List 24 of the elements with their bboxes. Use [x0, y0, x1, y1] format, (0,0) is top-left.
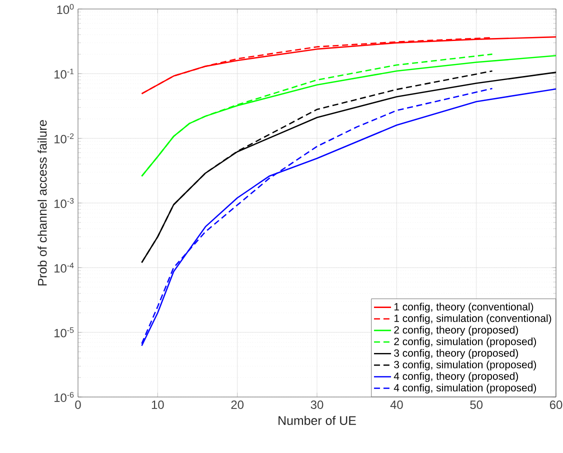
legend-label: 4 config, simulation (proposed): [394, 384, 536, 394]
x-tick-label: 50: [470, 400, 483, 409]
y-tick-label: 10$^{-6}$: [54, 392, 74, 402]
y-tick-label: 10$^{-1}$: [54, 68, 74, 79]
y-axis-title: Prob of channel access failure: [38, 120, 47, 286]
legend-label: 2 config, simulation (proposed): [394, 337, 536, 348]
y-tick-label: 10$^{-2}$: [54, 133, 74, 144]
x-tick-label: 10: [152, 400, 164, 409]
legend-label: 1 config, simulation (conventional): [394, 314, 552, 324]
x-tick-label: 40: [390, 400, 403, 409]
legend-label: 3 config, simulation (proposed): [394, 360, 536, 370]
legend-label: 4 config, theory (proposed): [394, 372, 518, 382]
y-tick-label: 10$^{0}$: [57, 4, 74, 14]
x-tick-label: 0: [75, 400, 81, 409]
x-axis-title: Number of UE: [278, 416, 356, 425]
x-tick-label: 60: [550, 400, 562, 409]
y-tick-label: 10$^{-3}$: [54, 198, 74, 208]
y-tick-label: 10$^{-4}$: [54, 262, 74, 273]
legend-label: 2 config, theory (proposed): [394, 326, 518, 336]
x-tick-label: 30: [310, 400, 324, 409]
legend-label: 1 config, theory (conventional): [394, 302, 534, 313]
legend-label: 3 config, theory (proposed): [394, 349, 518, 359]
x-tick-label: 20: [231, 400, 244, 409]
y-tick-label: 10$^{-5}$: [54, 327, 74, 338]
